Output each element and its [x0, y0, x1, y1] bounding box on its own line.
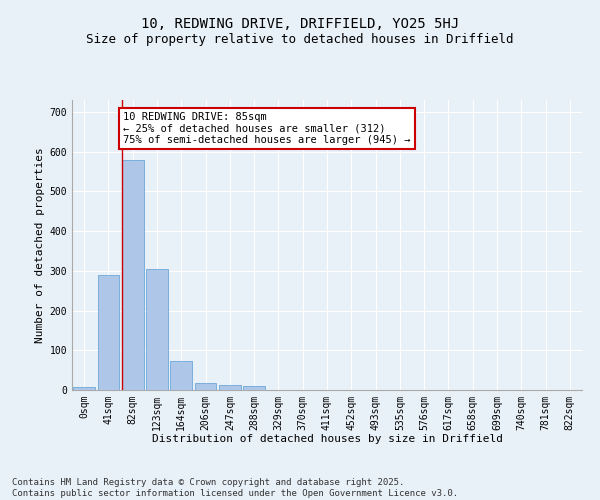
Bar: [146, 269, 168, 390]
Text: Contains HM Land Registry data © Crown copyright and database right 2025.
Contai: Contains HM Land Registry data © Crown c…: [12, 478, 458, 498]
Bar: [97, 275, 119, 390]
Bar: [243, 386, 265, 390]
Text: 10 REDWING DRIVE: 85sqm
← 25% of detached houses are smaller (312)
75% of semi-d: 10 REDWING DRIVE: 85sqm ← 25% of detache…: [124, 112, 411, 145]
Bar: [194, 383, 217, 390]
Bar: [122, 160, 143, 390]
Y-axis label: Number of detached properties: Number of detached properties: [35, 147, 46, 343]
Text: 10, REDWING DRIVE, DRIFFIELD, YO25 5HJ: 10, REDWING DRIVE, DRIFFIELD, YO25 5HJ: [141, 18, 459, 32]
Bar: [170, 362, 192, 390]
Bar: [73, 387, 95, 390]
Text: Size of property relative to detached houses in Driffield: Size of property relative to detached ho…: [86, 32, 514, 46]
Bar: [219, 385, 241, 390]
X-axis label: Distribution of detached houses by size in Driffield: Distribution of detached houses by size …: [151, 434, 503, 444]
